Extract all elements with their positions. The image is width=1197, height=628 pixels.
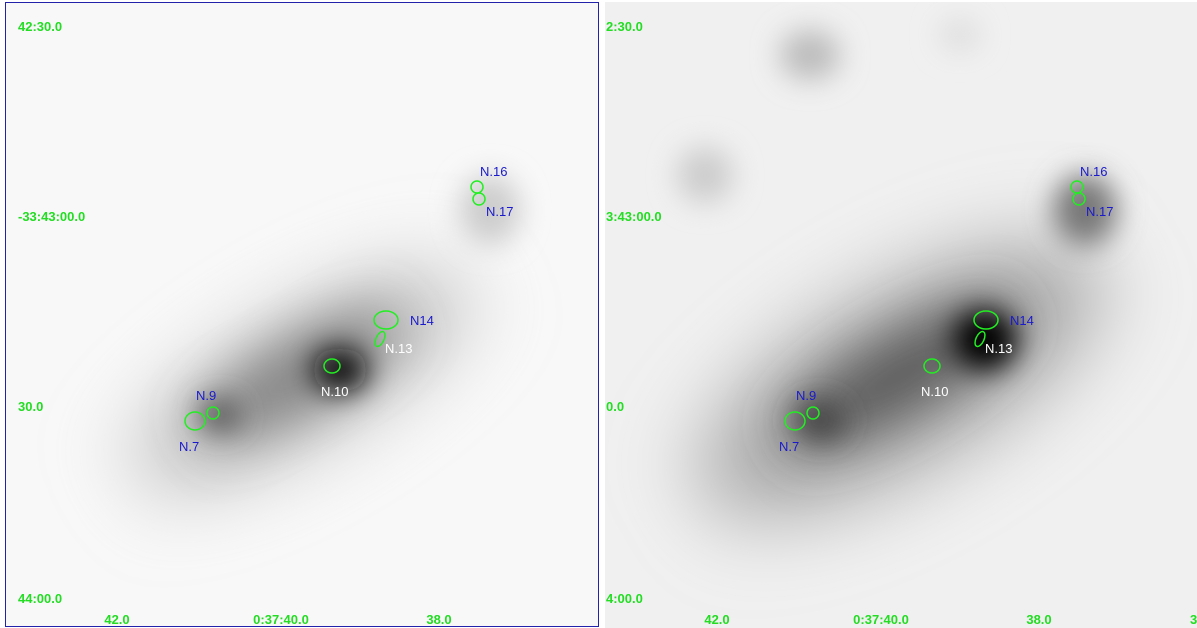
dec-label: 3:43:00.0 — [606, 209, 662, 224]
dec-label: 42:30.0 — [18, 19, 62, 34]
dec-label: 30.0 — [18, 399, 43, 414]
region-label: N.17 — [486, 204, 513, 219]
region-label: N.17 — [1086, 204, 1113, 219]
ra-label: 3 — [1190, 612, 1197, 627]
region-label: N.7 — [779, 439, 799, 454]
dec-label: 4:00.0 — [606, 591, 643, 606]
region-label: N.7 — [179, 439, 199, 454]
ra-label: 0:37:40.0 — [253, 612, 309, 627]
image-right — [605, 2, 1197, 628]
region-label: N.16 — [1080, 164, 1107, 179]
dec-label: -33:43:00.0 — [18, 209, 85, 224]
image-left — [5, 2, 599, 627]
ra-label: 38.0 — [426, 612, 451, 627]
ra-label: 0:37:40.0 — [853, 612, 909, 627]
ra-label: 42.0 — [704, 612, 729, 627]
region-label: N.10 — [921, 384, 948, 399]
viewer: 42:30.0-33:43:00.030.044:00.042.00:37:40… — [0, 0, 1197, 628]
region-label: N.13 — [385, 341, 412, 356]
region-label: N.9 — [796, 388, 816, 403]
region-label: N.16 — [480, 164, 507, 179]
dec-label: 2:30.0 — [606, 19, 643, 34]
region-label: N.10 — [321, 384, 348, 399]
region-label: N.13 — [985, 341, 1012, 356]
ra-label: 42.0 — [104, 612, 129, 627]
dec-label: 44:00.0 — [18, 591, 62, 606]
region-label: N.9 — [196, 388, 216, 403]
region-label: N14 — [1010, 313, 1034, 328]
ra-label: 38.0 — [1026, 612, 1051, 627]
region-label: N14 — [410, 313, 434, 328]
dec-label: 0.0 — [606, 399, 624, 414]
